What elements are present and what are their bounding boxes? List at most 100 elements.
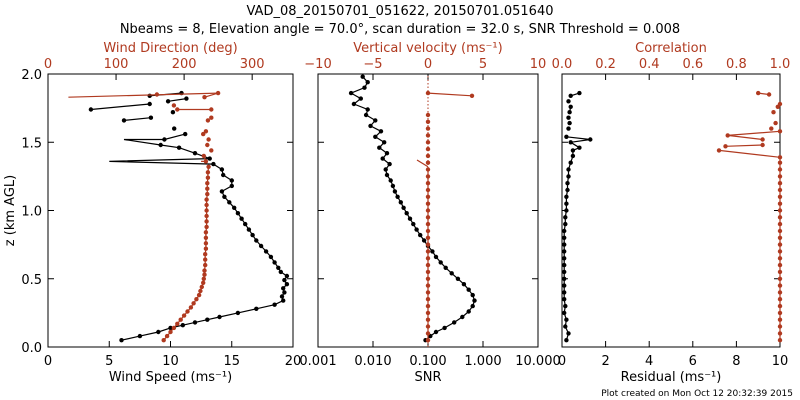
x-tick-label: 4	[645, 354, 653, 369]
data-point	[384, 172, 390, 178]
chart-panel-3: 0 2 4 6 8 10 Residual (ms⁻¹) 0.0 0.2 0.4 0.6 0.8 1.0…	[552, 41, 791, 385]
data-point	[425, 324, 431, 329]
data-point	[203, 129, 209, 134]
data-point	[203, 252, 208, 257]
top-tick-label: 0	[44, 57, 52, 72]
data-point	[168, 329, 173, 335]
data-point	[562, 276, 567, 281]
data-point	[565, 181, 570, 186]
data-point	[425, 194, 431, 199]
top-tick-label: 0.6	[682, 57, 703, 72]
data-point	[443, 265, 448, 270]
data-point	[206, 137, 211, 142]
data-point	[235, 310, 241, 316]
data-point	[383, 167, 388, 172]
data-point	[382, 140, 387, 145]
x-tick-label: 0	[558, 354, 566, 369]
x-tick-label: 0	[44, 354, 52, 369]
data-point	[777, 331, 783, 336]
data-point	[777, 310, 783, 316]
data-point	[433, 329, 439, 335]
data-point	[215, 90, 221, 96]
data-point	[777, 242, 783, 247]
series-line	[123, 117, 151, 121]
data-point	[425, 290, 431, 295]
data-point	[246, 227, 252, 232]
data-point	[425, 269, 431, 275]
data-point	[562, 249, 567, 254]
data-point	[203, 257, 208, 262]
data-point	[562, 235, 567, 240]
data-point	[205, 142, 210, 148]
data-point	[777, 228, 783, 234]
series-line	[204, 92, 219, 98]
top-tick-label: 0.8	[726, 57, 747, 72]
x-axis-title: Residual (ms⁻¹)	[621, 370, 722, 385]
data-point	[229, 183, 234, 189]
data-point	[449, 271, 454, 276]
data-point	[562, 283, 567, 288]
data-point	[358, 96, 363, 101]
x-tick-label: 0.001	[299, 354, 336, 369]
y-tick-label: 0.0	[21, 341, 42, 356]
data-point	[232, 205, 237, 210]
data-point	[168, 325, 173, 331]
data-point	[425, 187, 431, 193]
data-point	[201, 153, 206, 159]
data-point	[773, 120, 778, 126]
x-tick-label: 6	[689, 354, 697, 369]
data-point	[425, 153, 431, 159]
data-point	[196, 292, 202, 298]
data-point	[425, 317, 431, 322]
data-point	[421, 238, 427, 243]
data-point	[777, 290, 783, 295]
data-point	[363, 112, 369, 118]
data-point	[205, 317, 210, 322]
data-point	[203, 230, 209, 235]
y-tick-label: 1.0	[21, 205, 42, 220]
data-point	[425, 160, 431, 165]
data-point	[777, 317, 783, 322]
data-point	[562, 310, 567, 316]
series-line	[725, 144, 763, 147]
data-point	[158, 142, 163, 148]
data-point	[563, 303, 568, 309]
data-point	[425, 303, 431, 309]
data-point	[368, 123, 373, 129]
data-point	[566, 174, 571, 179]
data-point	[777, 160, 783, 165]
data-point	[284, 273, 290, 279]
data-point	[203, 159, 209, 164]
data-point	[88, 107, 94, 112]
data-point	[570, 153, 576, 159]
data-point	[203, 262, 208, 268]
series-line	[68, 92, 219, 98]
data-point	[279, 294, 285, 299]
data-point	[455, 276, 461, 281]
data-point	[219, 189, 225, 194]
data-point	[282, 277, 287, 283]
data-point	[281, 298, 286, 303]
top-tick-label: 100	[104, 57, 129, 72]
data-point	[185, 309, 190, 314]
data-point	[387, 161, 392, 167]
data-point	[777, 269, 783, 275]
data-point	[442, 325, 447, 331]
data-point	[777, 187, 783, 193]
data-point	[461, 282, 467, 287]
data-point	[564, 338, 569, 343]
top-tick-label: −10	[304, 57, 331, 72]
data-point	[425, 276, 431, 281]
series-1	[348, 74, 477, 343]
data-point	[723, 144, 728, 149]
data-point	[201, 131, 206, 137]
data-point	[204, 202, 209, 208]
top-tick-label: 1.0	[770, 57, 791, 72]
data-point	[470, 292, 475, 298]
series-line	[416, 159, 429, 168]
data-point	[191, 301, 196, 306]
data-point	[204, 197, 209, 202]
data-point	[562, 256, 567, 261]
data-point	[568, 140, 573, 145]
